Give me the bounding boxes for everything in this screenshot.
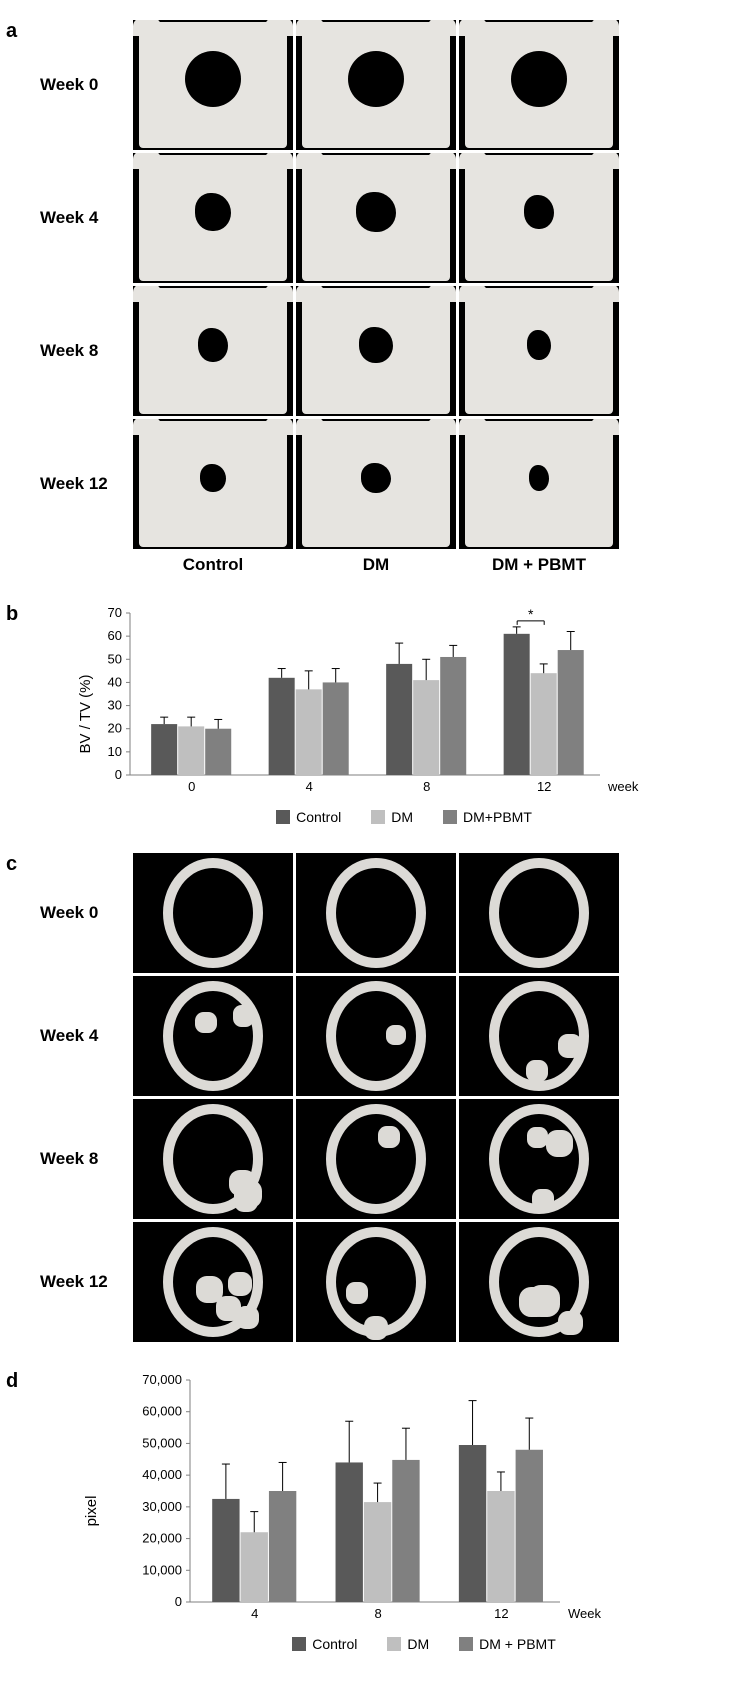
defect-ring-image bbox=[296, 1222, 456, 1342]
column-label: DM bbox=[296, 555, 456, 575]
panel-c: c Week 0Week 4Week 8Week 12 bbox=[30, 853, 718, 1342]
svg-text:60,000: 60,000 bbox=[142, 1404, 182, 1419]
panel-d: d pixel 010,00020,00030,00040,00050,0006… bbox=[30, 1370, 718, 1652]
chart-d-legend: Control DM DM + PBMT bbox=[130, 1636, 718, 1652]
bone-ct-image bbox=[296, 20, 456, 150]
svg-text:*: * bbox=[528, 606, 534, 622]
bone-ct-image bbox=[296, 419, 456, 549]
panel-a-label: a bbox=[6, 20, 17, 43]
svg-text:30,000: 30,000 bbox=[142, 1499, 182, 1514]
defect-ring-image bbox=[296, 1099, 456, 1219]
svg-text:4: 4 bbox=[306, 779, 313, 794]
chart-d-svg: 0 10,000 20,000 30,000 40,000 50,000 60,000 70,… bbox=[130, 1370, 610, 1630]
legend-label: Control bbox=[296, 809, 341, 825]
panel-c-grid: Week 0Week 4Week 8Week 12 bbox=[40, 853, 718, 1342]
row-label: Week 4 bbox=[40, 153, 130, 283]
bone-ct-image bbox=[133, 20, 293, 150]
legend-label: DM bbox=[407, 1636, 429, 1652]
column-label: DM + PBMT bbox=[459, 555, 619, 575]
legend-label: DM + PBMT bbox=[479, 1636, 556, 1652]
defect-ring-image bbox=[296, 853, 456, 973]
chart-b: BV / TV (%) 01020304050607004812*week Co… bbox=[90, 603, 718, 825]
column-label: Control bbox=[133, 555, 293, 575]
svg-text:50: 50 bbox=[108, 651, 122, 666]
chart-b-legend: Control DM DM+PBMT bbox=[90, 809, 718, 825]
bone-ct-image bbox=[133, 153, 293, 283]
legend-label: DM bbox=[391, 809, 413, 825]
legend-swatch bbox=[443, 810, 457, 824]
legend-swatch bbox=[459, 1637, 473, 1651]
legend-item: DM+PBMT bbox=[443, 809, 532, 825]
panel-a-col-labels: ControlDMDM + PBMT bbox=[40, 555, 718, 575]
bone-ct-image bbox=[133, 286, 293, 416]
svg-text:8: 8 bbox=[374, 1606, 381, 1621]
chart-d: pixel 010,00020,00030,00040,00050,00060,… bbox=[130, 1370, 718, 1652]
row-label: Week 12 bbox=[40, 419, 130, 549]
svg-text:50,000: 50,000 bbox=[142, 1435, 182, 1450]
svg-text:40,000: 40,000 bbox=[142, 1467, 182, 1482]
svg-text:30: 30 bbox=[108, 698, 122, 713]
svg-text:4: 4 bbox=[251, 1606, 258, 1621]
svg-text:Week: Week bbox=[568, 1606, 601, 1621]
svg-text:8: 8 bbox=[423, 779, 430, 794]
legend-label: DM+PBMT bbox=[463, 809, 532, 825]
svg-text:20: 20 bbox=[108, 721, 122, 736]
legend-swatch bbox=[371, 810, 385, 824]
legend-swatch bbox=[292, 1637, 306, 1651]
defect-ring-image bbox=[133, 976, 293, 1096]
legend-item: Control bbox=[276, 809, 341, 825]
chart-b-svg: 0 10 20 30 40 50 60 70 0 4 8 12 * week bbox=[90, 603, 650, 803]
panel-b-label: b bbox=[6, 603, 18, 626]
svg-text:10,000: 10,000 bbox=[142, 1562, 182, 1577]
svg-text:0: 0 bbox=[115, 767, 122, 782]
panel-a-grid: Week 0Week 4Week 8Week 12 bbox=[40, 20, 718, 549]
row-label: Week 12 bbox=[40, 1222, 130, 1342]
defect-ring-image bbox=[296, 976, 456, 1096]
legend-item: Control bbox=[292, 1636, 357, 1652]
row-label: Week 8 bbox=[40, 286, 130, 416]
bone-ct-image bbox=[459, 153, 619, 283]
svg-text:0: 0 bbox=[175, 1594, 182, 1609]
svg-text:60: 60 bbox=[108, 628, 122, 643]
defect-ring-image bbox=[133, 1099, 293, 1219]
bone-ct-image bbox=[296, 153, 456, 283]
defect-ring-image bbox=[459, 976, 619, 1096]
bone-ct-image bbox=[459, 20, 619, 150]
row-label: Week 0 bbox=[40, 853, 130, 973]
row-label: Week 4 bbox=[40, 976, 130, 1096]
svg-text:70: 70 bbox=[108, 605, 122, 620]
svg-text:40: 40 bbox=[108, 674, 122, 689]
defect-ring-image bbox=[459, 1222, 619, 1342]
defect-ring-image bbox=[133, 853, 293, 973]
defect-ring-image bbox=[133, 1222, 293, 1342]
row-label: Week 0 bbox=[40, 20, 130, 150]
legend-swatch bbox=[387, 1637, 401, 1651]
svg-text:week: week bbox=[607, 779, 639, 794]
svg-text:10: 10 bbox=[108, 744, 122, 759]
legend-item: DM + PBMT bbox=[459, 1636, 556, 1652]
legend-item: DM bbox=[387, 1636, 429, 1652]
svg-text:20,000: 20,000 bbox=[142, 1531, 182, 1546]
bone-ct-image bbox=[296, 286, 456, 416]
panel-d-label: d bbox=[6, 1370, 18, 1393]
panel-c-label: c bbox=[6, 853, 17, 876]
chart-b-ylabel: BV / TV (%) bbox=[77, 675, 94, 754]
legend-label: Control bbox=[312, 1636, 357, 1652]
legend-swatch bbox=[276, 810, 290, 824]
svg-text:0: 0 bbox=[188, 779, 195, 794]
svg-text:12: 12 bbox=[494, 1606, 508, 1621]
svg-text:12: 12 bbox=[537, 779, 551, 794]
bone-ct-image bbox=[459, 419, 619, 549]
chart-d-ylabel: pixel bbox=[83, 1496, 100, 1527]
bone-ct-image bbox=[459, 286, 619, 416]
panel-a: a Week 0Week 4Week 8Week 12 ControlDMDM … bbox=[30, 20, 718, 575]
defect-ring-image bbox=[459, 1099, 619, 1219]
bone-ct-image bbox=[133, 419, 293, 549]
row-label: Week 8 bbox=[40, 1099, 130, 1219]
svg-text:70,000: 70,000 bbox=[142, 1372, 182, 1387]
legend-item: DM bbox=[371, 809, 413, 825]
defect-ring-image bbox=[459, 853, 619, 973]
panel-b: b BV / TV (%) 01020304050607004812*week … bbox=[30, 603, 718, 825]
